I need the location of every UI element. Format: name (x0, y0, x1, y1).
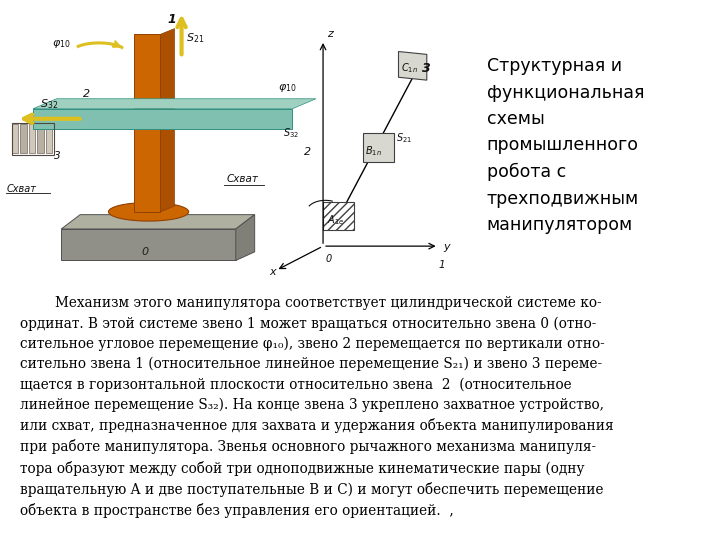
Text: 2: 2 (83, 89, 90, 99)
Text: y: y (444, 242, 450, 252)
Text: $S_{32}$: $S_{32}$ (283, 126, 299, 140)
Text: Механизм этого манипулятора соответствует цилиндрической системе ко-
ординат. В : Механизм этого манипулятора соответствуе… (20, 296, 613, 518)
Text: 1: 1 (168, 13, 176, 26)
Text: 2: 2 (304, 146, 311, 157)
Polygon shape (363, 133, 394, 161)
Polygon shape (161, 29, 174, 212)
Text: 0: 0 (141, 247, 148, 256)
Ellipse shape (109, 202, 189, 221)
Text: 3: 3 (54, 151, 61, 161)
Text: $S_{21}$: $S_{21}$ (396, 132, 413, 145)
Text: 3: 3 (422, 62, 431, 75)
Polygon shape (135, 35, 161, 212)
Polygon shape (236, 214, 255, 260)
Polygon shape (20, 125, 27, 153)
Polygon shape (12, 125, 19, 153)
Polygon shape (33, 99, 316, 109)
Polygon shape (398, 51, 427, 80)
Polygon shape (46, 125, 53, 153)
Text: x: x (269, 267, 276, 277)
Polygon shape (33, 109, 292, 129)
Text: z: z (327, 29, 333, 39)
Polygon shape (323, 202, 354, 231)
Text: $B_{1n}$: $B_{1n}$ (366, 145, 382, 158)
Polygon shape (37, 125, 44, 153)
Text: $S_{21}$: $S_{21}$ (186, 31, 204, 45)
Text: $\varphi_{10}$: $\varphi_{10}$ (52, 38, 71, 50)
Text: 1: 1 (438, 260, 445, 269)
Text: Структурная и
функциональная
схемы
промышленного
робота с
трехподвижным
манипуля: Структурная и функциональная схемы промы… (487, 57, 644, 234)
Text: $S_{32}$: $S_{32}$ (40, 97, 58, 111)
Text: $A_{1e}$: $A_{1e}$ (327, 213, 344, 227)
Polygon shape (61, 229, 236, 260)
Text: Схват: Схват (226, 174, 258, 184)
Text: $\varphi_{10}$: $\varphi_{10}$ (278, 82, 297, 94)
Polygon shape (61, 214, 255, 229)
Text: Схват: Схват (7, 184, 37, 194)
Polygon shape (29, 125, 35, 153)
Text: 0: 0 (325, 254, 332, 264)
Text: $C_{1n}$: $C_{1n}$ (401, 62, 418, 76)
